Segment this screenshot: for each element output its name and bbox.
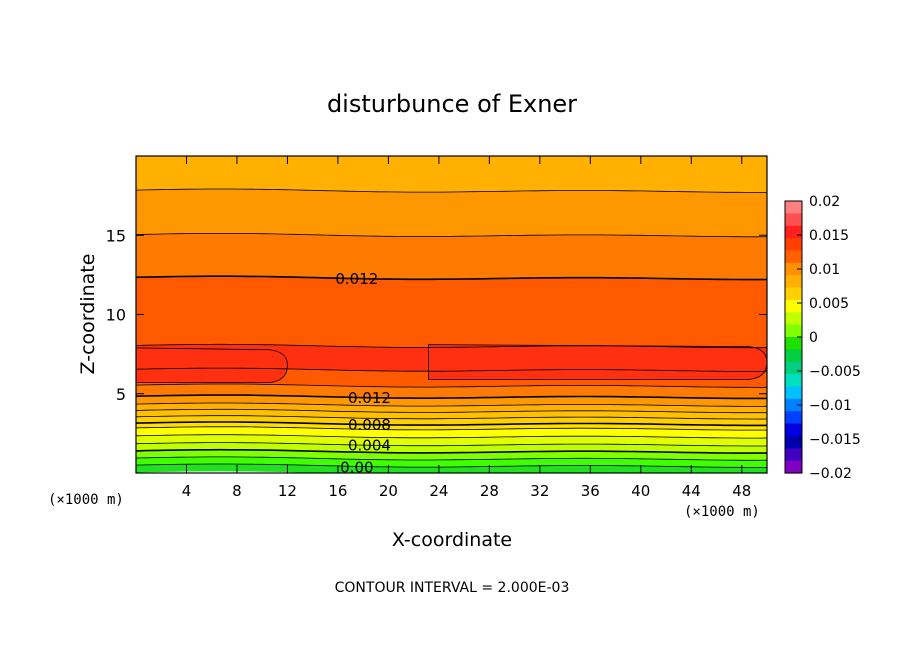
colorbar-cell — [785, 262, 802, 276]
contour-line — [136, 343, 767, 349]
contour-line — [136, 415, 767, 420]
x-tick-label: 48 — [732, 482, 751, 500]
x-tick-label: 44 — [682, 482, 701, 500]
chart-title: disturbunce of Exner — [327, 90, 577, 118]
max-region — [136, 347, 288, 384]
contour-interval: CONTOUR INTERVAL = 2.000E-03 — [335, 580, 570, 596]
contour-label: 0.004 — [348, 436, 391, 454]
x-tick-label: 32 — [530, 482, 549, 500]
contour-line — [136, 442, 767, 447]
x-tick-label: 24 — [429, 482, 448, 500]
contour-line — [136, 275, 767, 281]
contour-label: 0.00 — [340, 459, 373, 477]
contour-line — [136, 394, 767, 400]
colorbar-label: −0.01 — [809, 398, 852, 414]
x-axis: 4 8 12 16 20 24 28 32 36 40 44 48 — [182, 156, 751, 500]
colorbar-cell — [785, 299, 802, 313]
colorbar-cell — [785, 460, 802, 474]
colorbar-cell — [785, 448, 802, 462]
x-tick-label: 28 — [480, 482, 499, 500]
contour-label: 0.012 — [348, 389, 391, 407]
x-unit-left: (×1000 m) — [48, 492, 124, 508]
contour-labels: 0.012 0.012 0.008 0.004 0.00 — [335, 270, 391, 477]
contour-line — [136, 448, 767, 454]
x-unit-right: (×1000 m) — [684, 504, 760, 520]
colorbar-cell — [785, 361, 802, 375]
colorbar-cell — [785, 398, 802, 412]
colorbar-cell — [785, 435, 802, 449]
contour-line — [136, 383, 767, 388]
contour-label: 0.012 — [335, 270, 378, 288]
colorbar-label: 0.005 — [809, 296, 849, 312]
colorbar-label: −0.015 — [809, 432, 861, 448]
y-tick-label: 15 — [106, 226, 126, 245]
x-tick-label: 40 — [631, 482, 650, 500]
x-tick-label: 12 — [278, 482, 297, 500]
colorbar-cell — [785, 324, 802, 338]
colorbar-label: −0.02 — [809, 466, 852, 482]
contour-label: 0.008 — [348, 416, 391, 434]
x-tick-label: 20 — [379, 482, 398, 500]
contour-lines — [136, 188, 767, 468]
contour-line — [136, 434, 767, 439]
field-band — [136, 156, 767, 193]
y-tick-label: 5 — [116, 385, 126, 404]
x-tick-label: 16 — [328, 482, 347, 500]
colorbar-cell — [785, 238, 802, 252]
x-tick-label: 8 — [232, 482, 242, 500]
x-tick-label: 4 — [182, 482, 192, 500]
colorbar — [784, 200, 803, 474]
field-band — [136, 188, 767, 238]
colorbar-cell — [785, 411, 802, 425]
x-axis-label: X-coordinate — [392, 529, 512, 551]
field-band — [136, 233, 767, 280]
colorbar-labels: 0.02 0.015 0.01 0.005 0 −0.005 −0.01 −0.015 −0.0… — [797, 194, 861, 482]
colorbar-cell — [785, 423, 802, 437]
colorbar-cell — [785, 287, 802, 301]
colorbar-cell — [785, 349, 802, 363]
colorbar-cell — [785, 337, 802, 350]
contour-line — [136, 426, 767, 431]
colorbar-cell — [785, 374, 802, 388]
contour-line — [136, 402, 767, 407]
colorbar-cell — [785, 312, 802, 326]
contour-line — [136, 408, 767, 414]
colorbar-cell — [785, 275, 802, 289]
y-axis-label: Z-coordinate — [77, 254, 99, 375]
colorbar-cell — [785, 225, 802, 239]
colorbar-label: −0.005 — [809, 364, 861, 380]
x-tick-label: 36 — [581, 482, 600, 500]
contour-line — [136, 463, 767, 468]
colorbar-cell — [785, 250, 802, 264]
colorbar-label: 0.01 — [809, 262, 840, 278]
colorbar-label: 0.02 — [809, 194, 840, 210]
y-axis: 5 10 15 — [106, 226, 767, 404]
contour-line — [136, 367, 767, 372]
colorbar-cell — [785, 386, 802, 400]
colorbar-cell — [785, 201, 802, 214]
y-tick-label: 10 — [106, 306, 126, 325]
contour-line — [136, 421, 767, 427]
contour-line — [136, 233, 767, 238]
contour-line — [136, 456, 767, 461]
colorbar-label: 0 — [809, 330, 818, 346]
colorbar-cell — [785, 213, 802, 227]
max-region — [428, 344, 767, 380]
colorbar-label: 0.015 — [809, 228, 849, 244]
field-band — [136, 275, 767, 348]
contour-line — [136, 188, 767, 193]
